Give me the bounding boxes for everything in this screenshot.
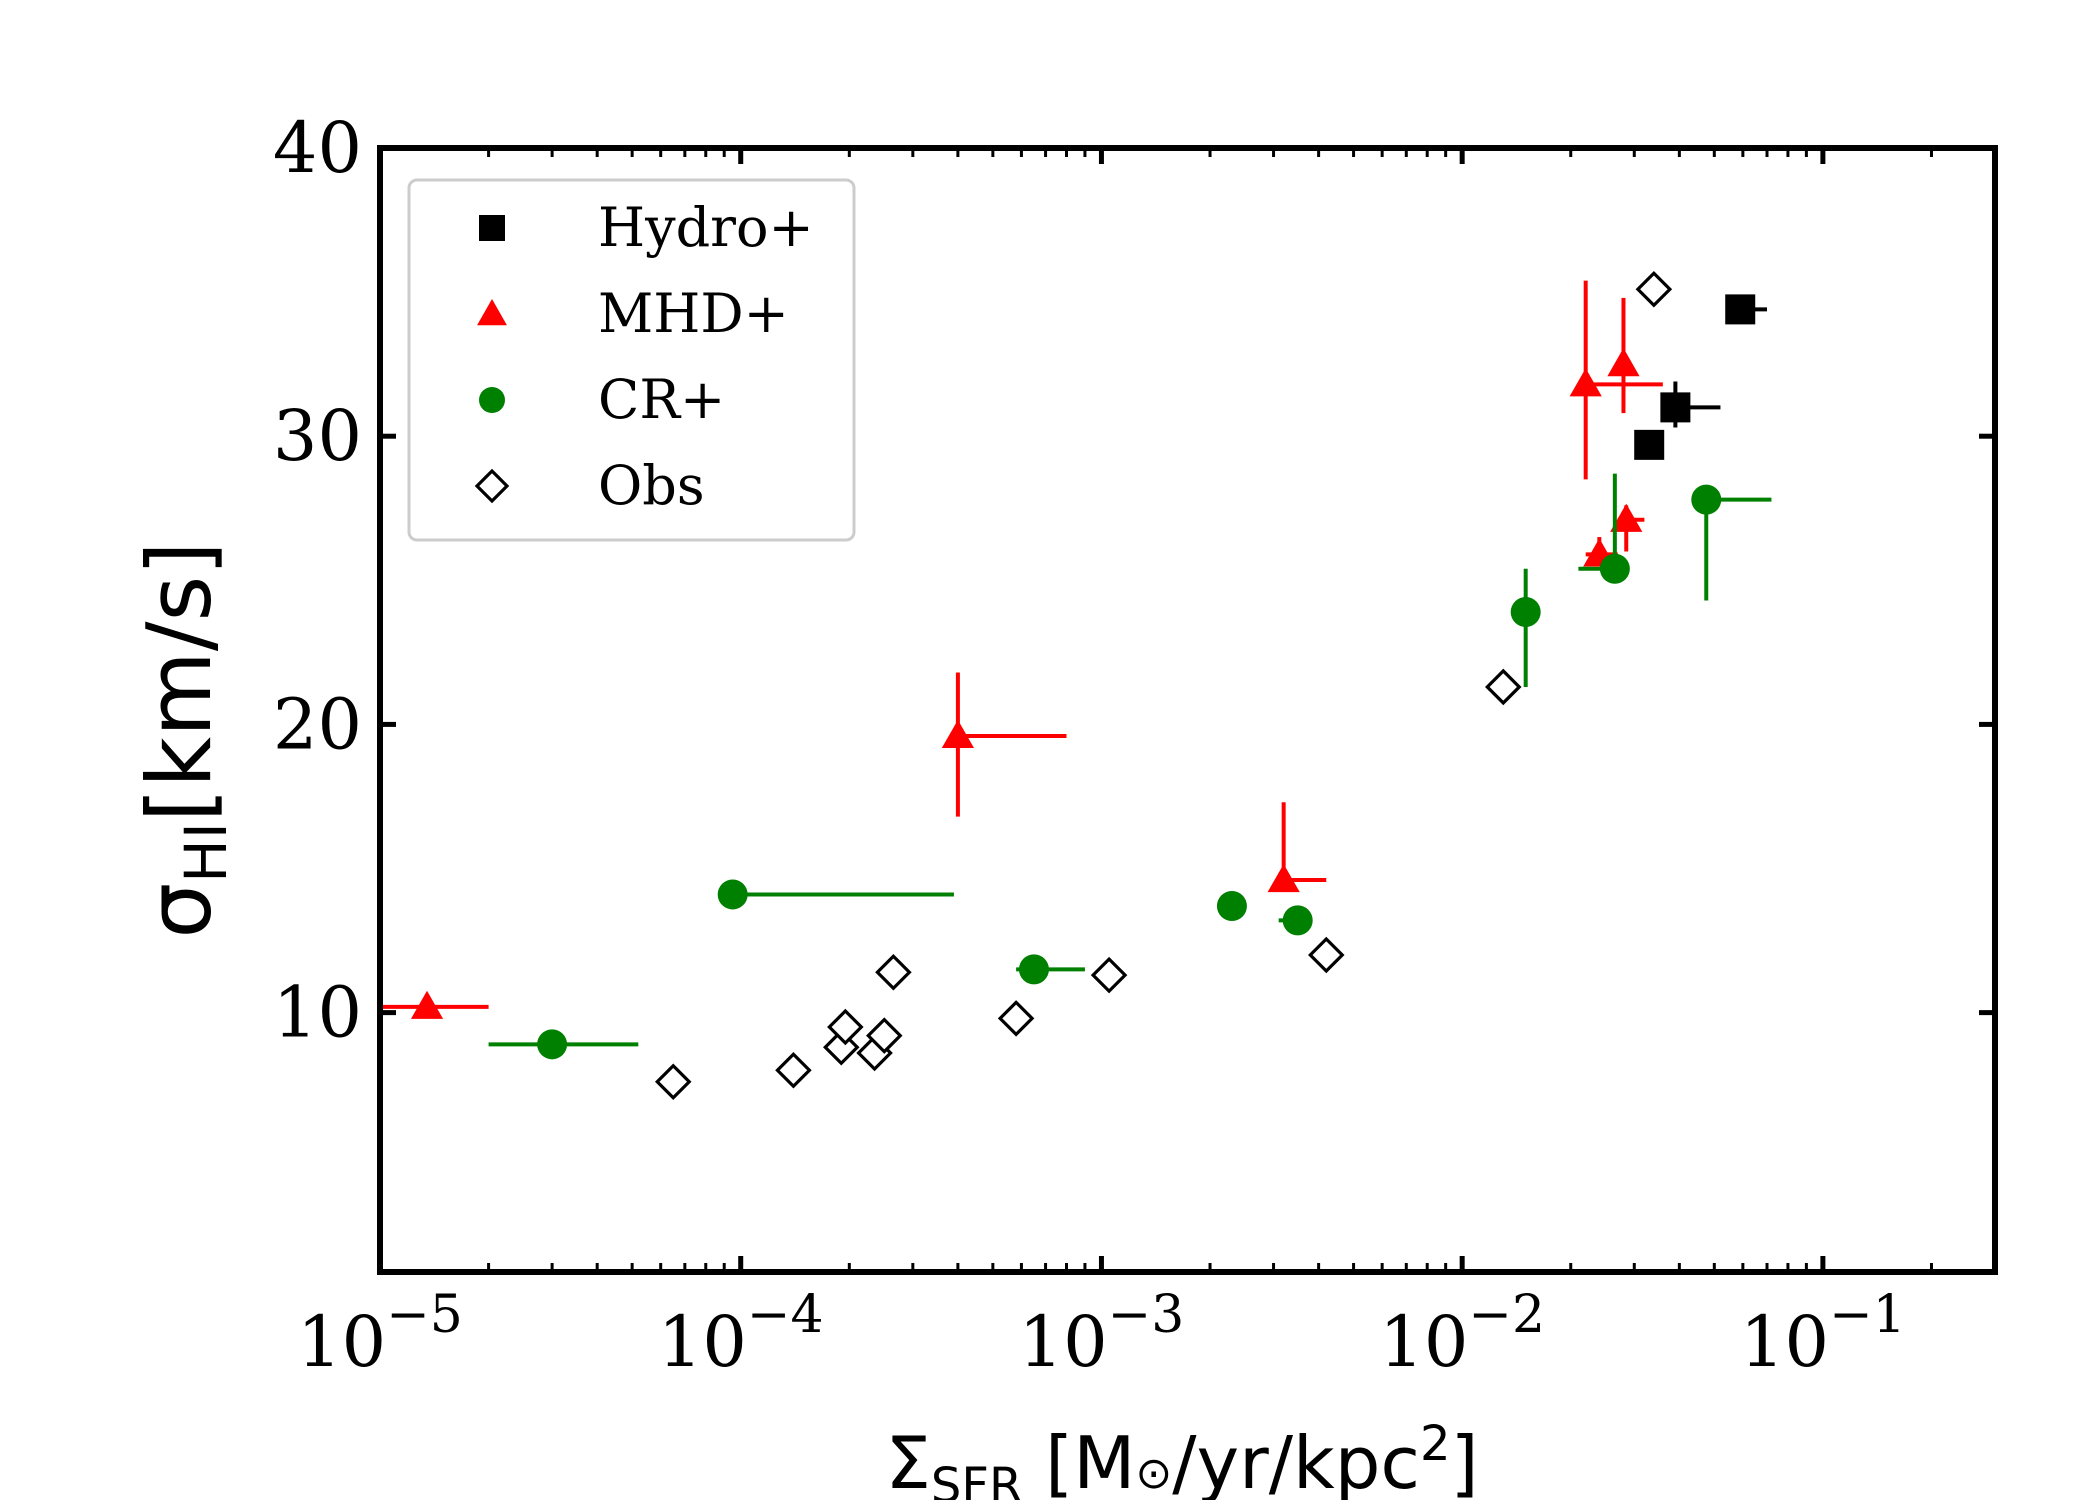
x-tick-label: 10−4 [658, 1285, 824, 1383]
x-tick-label: 10−3 [1019, 1285, 1185, 1383]
data-point-hydro [1660, 392, 1691, 423]
data-point-obs [997, 1000, 1035, 1037]
data-point-obs [875, 954, 912, 991]
data-point-mhd [1610, 503, 1643, 532]
data-point-cr [1691, 484, 1722, 515]
data-point-cr [1018, 954, 1049, 985]
data-point-obs [654, 1063, 692, 1101]
data-point-cr [1282, 905, 1313, 936]
legend-label-hydro: Hydro+ [598, 196, 814, 259]
x-tick-label: 10−2 [1379, 1285, 1545, 1383]
legend-marker-mhd [477, 299, 507, 326]
data-point-obs [1090, 956, 1128, 994]
legend-label-obs: Obs [598, 454, 705, 517]
x-axis-label: ΣSFR [M⊙/yr/kpc2] [885, 1416, 1478, 1500]
data-point-mhd [1267, 863, 1300, 893]
legend-label-cr: CR+ [598, 368, 725, 431]
data-point-mhd [1569, 368, 1602, 397]
data-point-mhd [941, 719, 974, 749]
y-tick-label: 40 [273, 107, 362, 189]
y-tick-label: 10 [273, 972, 362, 1054]
data-point-cr [1510, 597, 1541, 628]
plot-layer [380, 270, 1772, 1101]
legend-label-mhd: MHD+ [598, 282, 789, 345]
axes-layer: 10−5 10−4 10−3 10−2 10−1 10 20 30 40 [273, 107, 1998, 1383]
data-point-obs [1635, 270, 1673, 308]
x-tick-label: 10−5 [297, 1285, 463, 1383]
data-point-mhd [1607, 348, 1640, 377]
data-point-hydro [1725, 294, 1756, 325]
plot-frame [377, 145, 1998, 1275]
data-point-hydro [1634, 429, 1665, 460]
y-axis-label: σHI[km/s] [128, 541, 240, 938]
data-point-cr [1216, 890, 1247, 921]
data-point-obs [1308, 936, 1345, 974]
data-point-cr [537, 1029, 568, 1060]
series-cr [488, 473, 1772, 1060]
legend-marker-obs [474, 468, 510, 504]
y-tick-label: 20 [273, 683, 362, 765]
data-point-obs [775, 1051, 812, 1089]
series-mhd [380, 280, 1663, 1019]
series-hydro [1634, 294, 1768, 460]
x-tick-label: 10−1 [1740, 1285, 1906, 1383]
legend-box [407, 178, 856, 542]
legend-marker-cr [479, 387, 505, 413]
data-point-cr [1599, 553, 1630, 584]
legend-marker-hydro [479, 215, 505, 241]
y-tick-label: 30 [273, 395, 362, 477]
data-point-obs [827, 1008, 864, 1046]
data-point-obs [866, 1017, 903, 1054]
data-point-mhd [410, 990, 444, 1019]
legend: Hydro+ MHD+ CR+ Obs [407, 178, 856, 542]
data-point-cr [717, 879, 748, 910]
data-point-obs [1485, 668, 1522, 706]
series-obs [654, 270, 1673, 1101]
